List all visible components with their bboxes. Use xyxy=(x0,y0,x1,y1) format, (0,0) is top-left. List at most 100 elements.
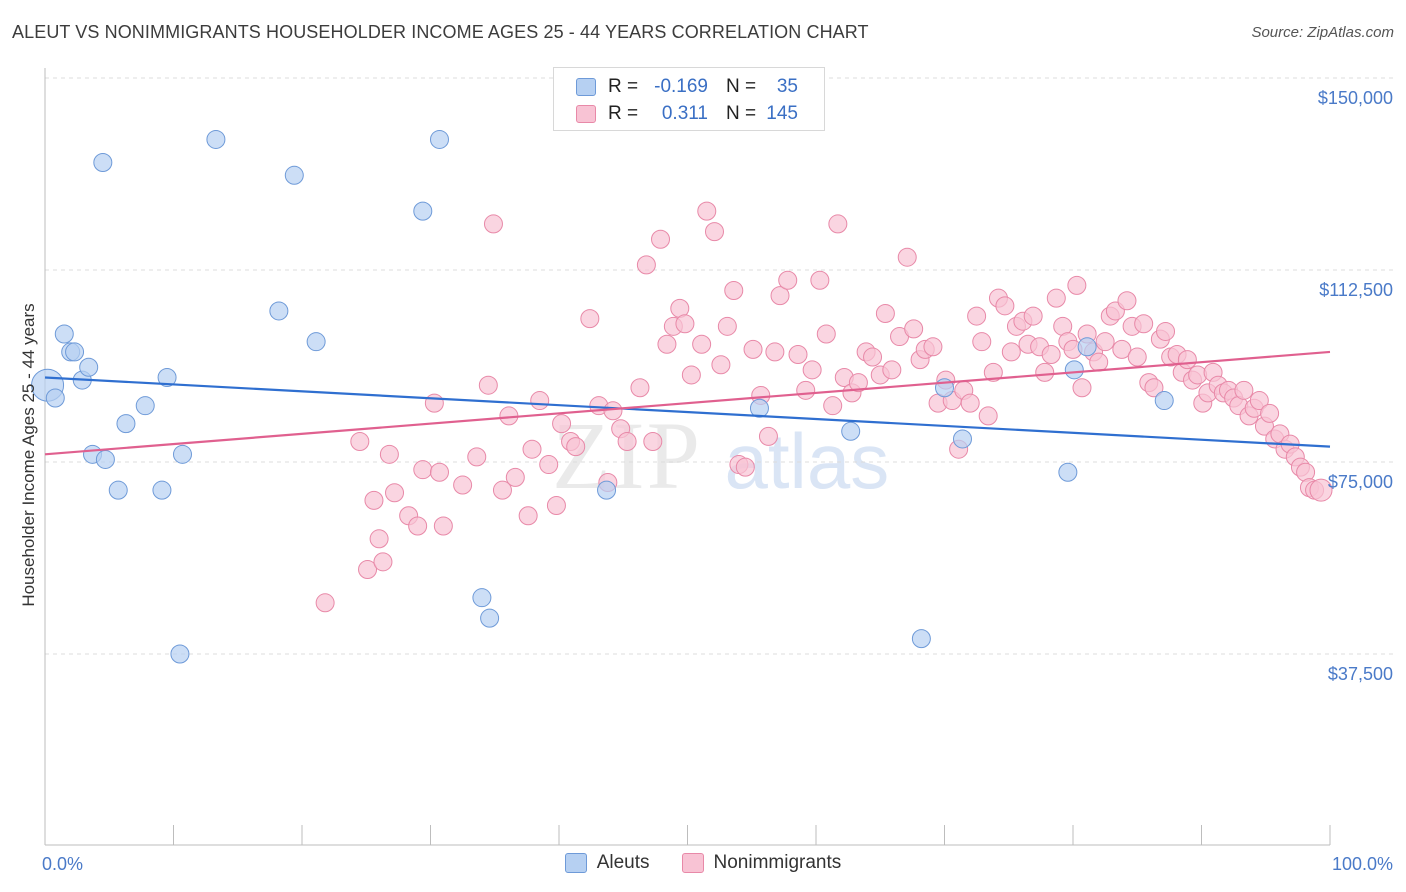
nonimmigrant-point xyxy=(1309,478,1333,502)
nonimmigrant-point xyxy=(1260,403,1280,423)
nonimmigrant-point xyxy=(983,362,1003,382)
aleuts-legend-swatch xyxy=(564,853,587,873)
nonimmigrant-point xyxy=(960,393,980,413)
aleut-point xyxy=(284,165,304,185)
x-tick-label-min: 0.0% xyxy=(42,854,83,874)
nonimmigrants-points xyxy=(315,201,1333,613)
aleuts-legend-label: Aleuts xyxy=(596,852,650,873)
legend-item-aleuts: Aleuts xyxy=(564,852,650,874)
aleut-point xyxy=(1058,462,1078,482)
nonimmigrant-point xyxy=(967,306,987,326)
nonimmigrant-point xyxy=(364,490,384,510)
nonimmigrant-point xyxy=(1144,378,1164,398)
aleut-point xyxy=(480,608,500,628)
legend-row-nonimmigrants: R = 0.311 N = 145 xyxy=(576,102,798,126)
legend-item-nonimmigrants: Nonimmigrants xyxy=(681,852,842,874)
nonimmigrant-point xyxy=(636,255,656,275)
nonimmigrant-point xyxy=(711,355,731,375)
nonimmigrant-point xyxy=(651,229,671,249)
nonimmigrant-point xyxy=(875,304,895,324)
source-credit: Source: ZipAtlas.com xyxy=(1251,24,1394,41)
nonimmigrant-point xyxy=(1072,378,1092,398)
axes xyxy=(44,68,1331,846)
aleut-point xyxy=(749,398,769,418)
aleut-point xyxy=(135,396,155,416)
y-tick-label: $112,500 xyxy=(1319,280,1393,300)
nonimmigrant-point xyxy=(743,339,763,359)
aleut-point xyxy=(172,444,192,464)
nonimmigrant-point xyxy=(492,480,512,500)
nonimmigrant-point xyxy=(978,406,998,426)
y-axis-label: Householder Income Ages 25 - 44 years xyxy=(19,303,38,606)
nonimmigrant-point xyxy=(580,309,600,329)
r-label: R = xyxy=(608,76,639,97)
nonimmigrant-point xyxy=(408,516,428,536)
nonimmigrant-point xyxy=(657,334,677,354)
r-label: R = xyxy=(608,103,639,124)
nonimmigrant-point xyxy=(467,447,487,467)
nonimmigrants-legend-label: Nonimmigrants xyxy=(713,852,842,873)
nonimmigrant-point xyxy=(1035,362,1055,382)
nonimmigrant-point xyxy=(522,439,542,459)
aleut-point xyxy=(1064,360,1084,380)
n-label: N = xyxy=(726,103,757,124)
nonimmigrant-point xyxy=(1156,321,1176,341)
nonimmigrant-point xyxy=(1041,344,1061,364)
nonimmigrant-point xyxy=(735,457,755,477)
nonimmigrant-point xyxy=(1001,342,1021,362)
nonimmigrant-point xyxy=(1234,380,1254,400)
nonimmigrant-point xyxy=(704,222,724,242)
nonimmigrant-point xyxy=(823,396,843,416)
nonimmigrant-point xyxy=(433,516,453,536)
axis-labels: $37,500 $75,000 $112,500 $150,000 0.0% 100.0%… xyxy=(19,88,1393,874)
nonimmigrant-point xyxy=(1023,306,1043,326)
r-value: -0.169 xyxy=(654,76,708,97)
n-value: 35 xyxy=(776,76,798,97)
nonimmigrants-legend-swatch xyxy=(681,853,704,873)
aleut-point xyxy=(45,388,65,408)
nonimmigrant-point xyxy=(758,426,778,446)
nonimmigrant-point xyxy=(643,432,663,452)
trendlines xyxy=(44,350,1331,456)
nonimmigrant-point xyxy=(483,214,503,234)
aleuts-trendline xyxy=(44,376,1331,448)
aleut-point xyxy=(79,357,99,377)
nonimmigrant-point xyxy=(897,247,917,267)
y-tick-label: $37,500 xyxy=(1328,664,1393,684)
aleuts-points xyxy=(31,129,1174,664)
nonimmigrant-point xyxy=(717,316,737,336)
nonimmigrant-point xyxy=(1112,339,1132,359)
aleut-point xyxy=(206,129,226,149)
nonimmigrant-point xyxy=(518,506,538,526)
nonimmigrants-trendline xyxy=(44,350,1331,456)
aleut-point xyxy=(157,368,177,388)
aleut-point xyxy=(429,129,449,149)
nonimmigrant-point xyxy=(505,467,525,487)
nonimmigrant-point xyxy=(369,529,389,549)
nonimmigrant-point xyxy=(478,375,498,395)
aleut-point xyxy=(1077,337,1097,357)
nonimmigrant-point xyxy=(765,342,785,362)
nonimmigrant-point xyxy=(995,296,1015,316)
nonimmigrant-point xyxy=(1095,332,1115,352)
aleut-point xyxy=(1154,391,1174,411)
nonimmigrant-point xyxy=(1134,314,1154,334)
aleut-point xyxy=(152,480,172,500)
nonimmigrant-point xyxy=(1046,288,1066,308)
r-value: 0.311 xyxy=(661,103,708,124)
nonimmigrant-point xyxy=(530,391,550,411)
y-tick-label: $150,000 xyxy=(1318,88,1393,108)
nonimmigrant-point xyxy=(429,462,449,482)
nonimmigrant-point xyxy=(904,319,924,339)
nonimmigrant-point xyxy=(848,373,868,393)
aleut-point xyxy=(170,644,190,664)
nonimmigrant-point xyxy=(972,332,992,352)
nonimmigrant-point xyxy=(630,378,650,398)
y-tick-label: $75,000 xyxy=(1328,472,1393,492)
aleut-point xyxy=(269,301,289,321)
nonimmigrant-point xyxy=(724,280,744,300)
nonimmigrant-point xyxy=(315,593,335,613)
nonimmigrant-point xyxy=(802,360,822,380)
nonimmigrant-point xyxy=(882,360,902,380)
